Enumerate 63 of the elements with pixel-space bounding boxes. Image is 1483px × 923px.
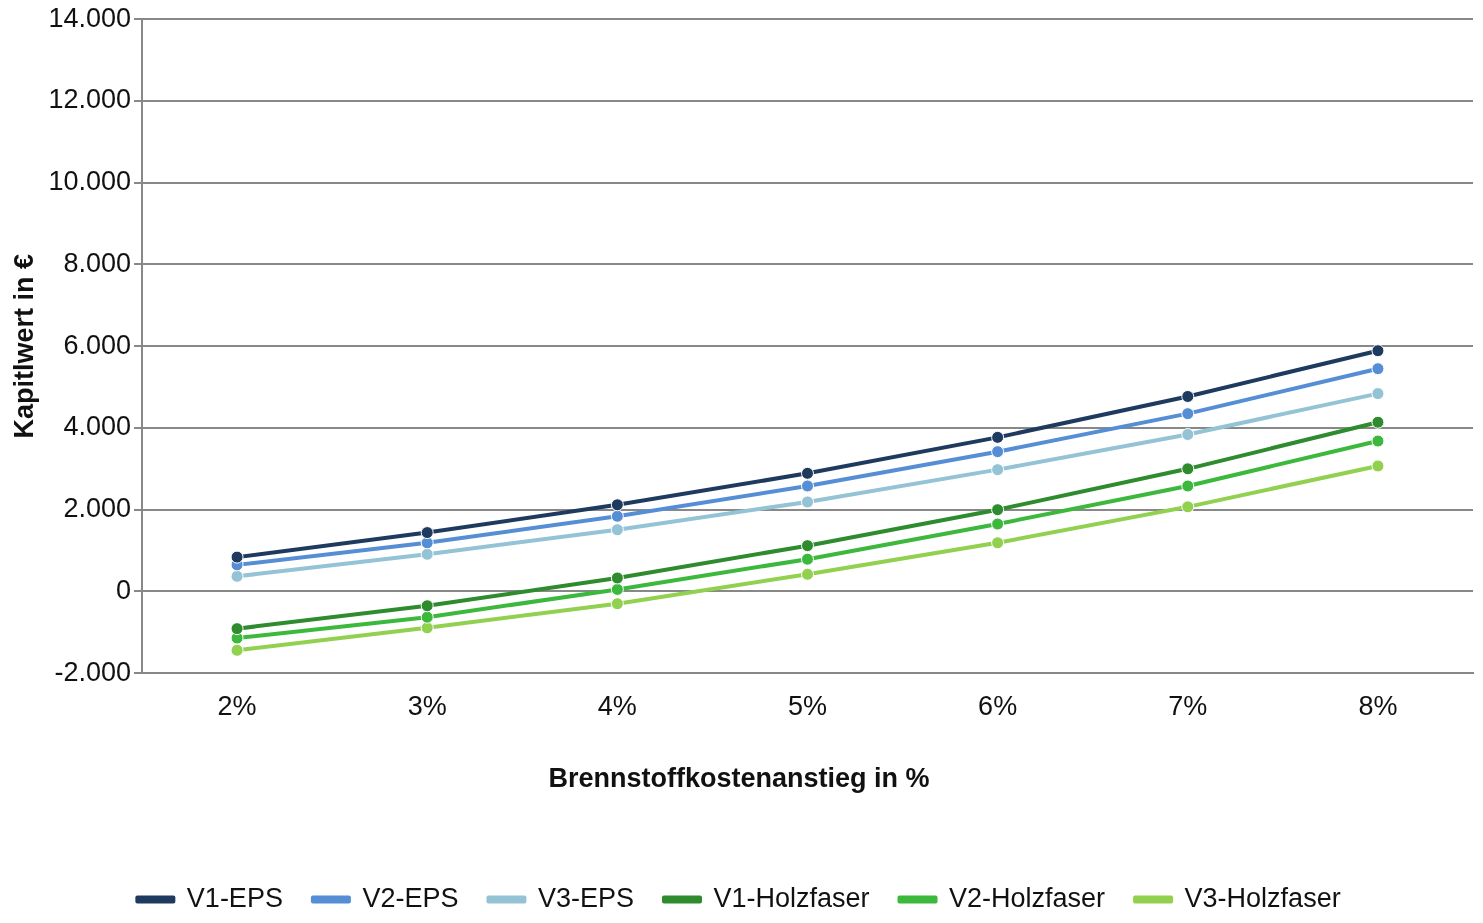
point (1181, 500, 1195, 514)
point (610, 571, 624, 585)
point (991, 445, 1005, 459)
point (420, 610, 434, 624)
point (610, 523, 624, 537)
legend-label: V2-Holzfaser (949, 882, 1106, 913)
point (1181, 462, 1195, 476)
legend-label: V2-EPS (362, 882, 459, 913)
x-tick-label: 7% (1168, 690, 1208, 721)
point (800, 479, 814, 493)
x-tick-label: 8% (1358, 690, 1398, 721)
point (230, 550, 244, 564)
point (800, 567, 814, 581)
point (1181, 389, 1195, 403)
point (420, 599, 434, 613)
x-tick-label: 5% (787, 690, 828, 721)
y-tick-label: 2.000 (63, 493, 131, 524)
point (1371, 362, 1385, 376)
y-tick-label: -2.000 (54, 656, 131, 687)
x-tick-label: 6% (978, 690, 1018, 721)
point (610, 582, 624, 596)
point (1371, 434, 1385, 448)
point (610, 597, 624, 611)
legend-label: V1-Holzfaser (713, 882, 870, 913)
y-tick-label: 0 (115, 574, 131, 605)
point (230, 569, 244, 583)
legend-label: V3-Holzfaser (1184, 882, 1341, 913)
x-tick-label: 3% (407, 690, 447, 721)
point (991, 503, 1005, 517)
point (1371, 459, 1385, 473)
point (800, 552, 814, 566)
legend-label: V3-EPS (537, 882, 634, 913)
point (800, 466, 814, 480)
y-tick-label: 6.000 (63, 329, 131, 360)
point (610, 498, 624, 512)
point (610, 509, 624, 523)
x-axis-title: Brennstoffkostenanstieg in % (548, 763, 930, 794)
point (1181, 479, 1195, 493)
point (991, 517, 1005, 531)
point (230, 622, 244, 636)
point (1181, 427, 1195, 441)
x-tick-label: 2% (217, 690, 257, 721)
point (991, 463, 1005, 477)
point (1181, 407, 1195, 421)
y-tick-label: 10.000 (48, 166, 131, 197)
point (1371, 387, 1385, 401)
y-tick-label: 8.000 (63, 247, 131, 278)
legend-label: V1-EPS (186, 882, 283, 913)
y-tick-label: 4.000 (63, 411, 131, 442)
point (1371, 344, 1385, 358)
x-tick-label: 4% (597, 690, 637, 721)
point (420, 526, 434, 540)
point (230, 643, 244, 657)
point (420, 547, 434, 561)
point (420, 621, 434, 635)
point (1371, 415, 1385, 429)
point (800, 495, 814, 509)
y-tick-label: 14.000 (48, 2, 131, 33)
point (991, 536, 1005, 550)
y-tick-label: 12.000 (48, 84, 131, 115)
y-axis-title: Kapitlwert in € (8, 253, 39, 439)
point (800, 539, 814, 553)
point (991, 430, 1005, 444)
